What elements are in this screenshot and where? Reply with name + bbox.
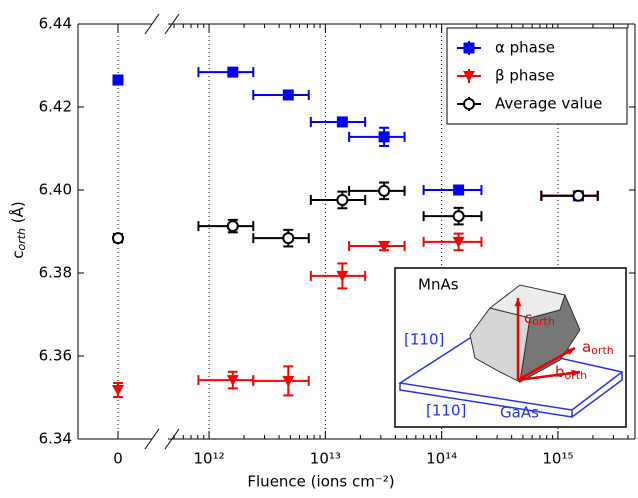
- marker: [336, 116, 348, 128]
- y-tick-label: 6.34: [39, 430, 72, 448]
- inset-label-main: b: [555, 363, 565, 381]
- arrow-head: [566, 348, 575, 356]
- inset-label: aorth: [582, 338, 614, 358]
- marker: [112, 232, 124, 245]
- inset-label-main: a: [582, 338, 591, 356]
- axis-break: [144, 13, 160, 35]
- marker: [226, 220, 239, 233]
- y-axis-label: corth (Å): [8, 201, 29, 259]
- inset-label-sub: orth: [591, 344, 614, 357]
- inset-label: corth: [524, 309, 555, 329]
- inset-label-main: c: [524, 309, 532, 327]
- y-tick-label: 6.40: [39, 181, 72, 199]
- marker: [282, 89, 294, 101]
- x-tick-label: 10¹⁵: [542, 450, 573, 468]
- inset-label: [1̄10]: [404, 331, 444, 349]
- inset-label-sub: orth: [532, 315, 555, 328]
- marker: [378, 184, 391, 197]
- series: [112, 181, 599, 248]
- marker: [226, 375, 239, 387]
- marker: [336, 270, 349, 282]
- axis-break: [164, 428, 180, 450]
- marker: [463, 42, 475, 54]
- inset-label: MnAs: [418, 276, 459, 294]
- legend-label: Average value: [495, 95, 602, 113]
- inset-label-sub: orth: [565, 369, 588, 382]
- x-tick-label: 10¹²: [194, 450, 225, 468]
- series: [112, 190, 599, 399]
- marker: [112, 74, 124, 86]
- marker: [378, 241, 391, 253]
- axis-arrow: [517, 370, 581, 382]
- axis-break: [144, 428, 160, 450]
- marker: [572, 189, 585, 202]
- inset-label: GaAs: [500, 404, 539, 422]
- x-tick-label: 10¹⁴: [426, 450, 457, 468]
- marker: [452, 210, 465, 223]
- y-tick-label: 6.42: [39, 98, 72, 116]
- legend-label: β phase: [495, 67, 555, 85]
- x-tick-label: 0: [113, 450, 123, 468]
- legend-label: α phase: [495, 39, 555, 57]
- marker: [463, 98, 475, 110]
- marker: [282, 375, 295, 387]
- arrow-head: [514, 298, 522, 307]
- x-axis-label: Fluence (ions cm⁻²): [247, 473, 394, 491]
- axis-break: [164, 13, 180, 35]
- y-tick-label: 6.38: [39, 264, 72, 282]
- marker: [378, 131, 390, 143]
- marker: [453, 184, 465, 196]
- x-tick-label: 10¹³: [310, 450, 341, 468]
- marker: [463, 71, 475, 82]
- y-axis-label-text: corth (Å): [8, 201, 29, 259]
- axis-arrow: [517, 346, 576, 382]
- y-tick-label: 6.36: [39, 347, 72, 365]
- marker: [336, 193, 349, 206]
- crystal-side: [519, 293, 581, 383]
- arrow-head: [571, 369, 580, 377]
- marker: [227, 66, 239, 78]
- y-tick-label: 6.44: [39, 15, 72, 33]
- marker: [112, 385, 124, 397]
- marker: [282, 232, 295, 245]
- marker: [452, 236, 465, 248]
- inset-label: [110]: [426, 402, 466, 420]
- inset-label: borth: [555, 363, 587, 383]
